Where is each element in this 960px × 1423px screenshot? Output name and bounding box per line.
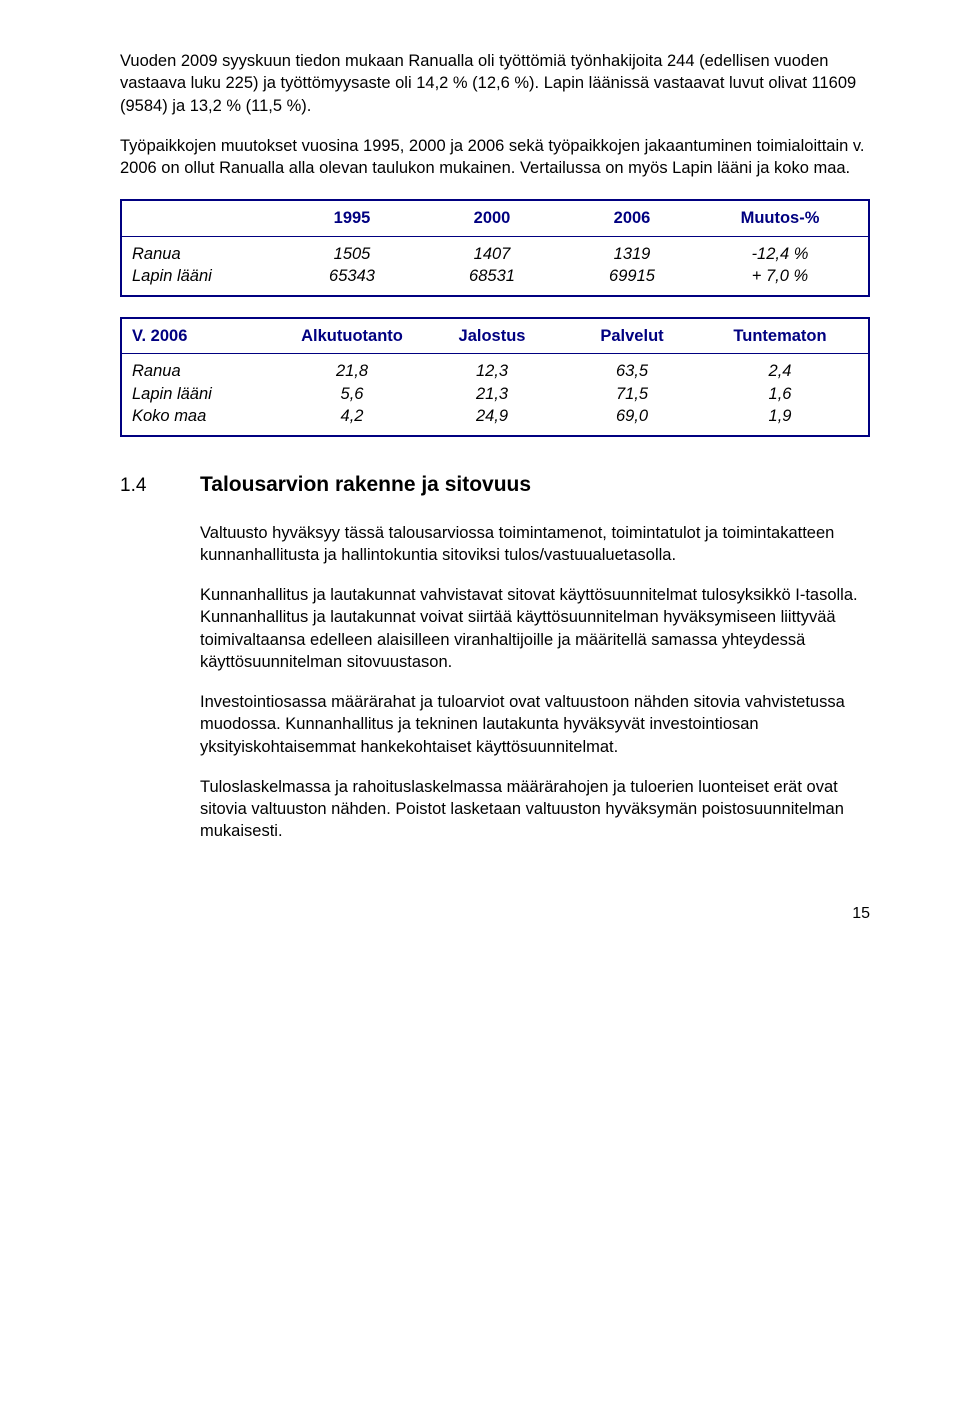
table1-h-label [132, 207, 282, 229]
table-1: 1995 2000 2006 Muutos-% Ranua 1505 1407 … [120, 199, 870, 297]
cell: 21,3 [422, 383, 562, 405]
cell: Lapin lääni [132, 265, 282, 287]
section-number: 1.4 [120, 473, 200, 499]
cell: 1505 [282, 243, 422, 265]
cell: Lapin lääni [132, 383, 282, 405]
intro-paragraph-2: Työpaikkojen muutokset vuosina 1995, 200… [120, 135, 870, 180]
cell: 65343 [282, 265, 422, 287]
table2-h-c3: Palvelut [562, 325, 702, 347]
intro-paragraph-1: Vuoden 2009 syyskuun tiedon mukaan Ranua… [120, 50, 870, 117]
table1-h-c3: 2006 [562, 207, 702, 229]
section-heading: 1.4 Talousarvion rakenne ja sitovuus [120, 471, 870, 499]
cell: 24,9 [422, 405, 562, 427]
table-row: Ranua 1505 1407 1319 -12,4 % [132, 243, 858, 265]
cell: Koko maa [132, 405, 282, 427]
cell: 21,8 [282, 360, 422, 382]
cell: 12,3 [422, 360, 562, 382]
cell: 71,5 [562, 383, 702, 405]
cell: -12,4 % [702, 243, 858, 265]
cell: 69915 [562, 265, 702, 287]
cell: 1,9 [702, 405, 858, 427]
table-2: V. 2006 Alkutuotanto Jalostus Palvelut T… [120, 317, 870, 437]
cell: Ranua [132, 360, 282, 382]
section-p4: Tuloslaskelmassa ja rahoituslaskelmassa … [200, 776, 870, 843]
table-row: Ranua 21,8 12,3 63,5 2,4 [132, 360, 858, 382]
cell: Ranua [132, 243, 282, 265]
section-p1: Valtuusto hyväksyy tässä talousarviossa … [200, 522, 870, 567]
section-p2: Kunnanhallitus ja lautakunnat vahvistava… [200, 584, 870, 673]
section-p3: Investointiosassa määrärahat ja tuloarvi… [200, 691, 870, 758]
table-row: Lapin lääni 5,6 21,3 71,5 1,6 [132, 383, 858, 405]
cell: 1319 [562, 243, 702, 265]
table2-h-c4: Tuntematon [702, 325, 858, 347]
cell: 2,4 [702, 360, 858, 382]
cell: 1,6 [702, 383, 858, 405]
cell: + 7,0 % [702, 265, 858, 287]
table2-h-c1: Alkutuotanto [282, 325, 422, 347]
cell: 4,2 [282, 405, 422, 427]
table2-h-label: V. 2006 [132, 325, 282, 347]
cell: 68531 [422, 265, 562, 287]
table1-h-c1: 1995 [282, 207, 422, 229]
page-number: 15 [120, 903, 870, 925]
section-title: Talousarvion rakenne ja sitovuus [200, 471, 870, 499]
cell: 5,6 [282, 383, 422, 405]
cell: 1407 [422, 243, 562, 265]
table2-h-c2: Jalostus [422, 325, 562, 347]
cell: 63,5 [562, 360, 702, 382]
table1-h-c4: Muutos-% [702, 207, 858, 229]
cell: 69,0 [562, 405, 702, 427]
table-row: Lapin lääni 65343 68531 69915 + 7,0 % [132, 265, 858, 287]
table1-h-c2: 2000 [422, 207, 562, 229]
table-row: Koko maa 4,2 24,9 69,0 1,9 [132, 405, 858, 427]
